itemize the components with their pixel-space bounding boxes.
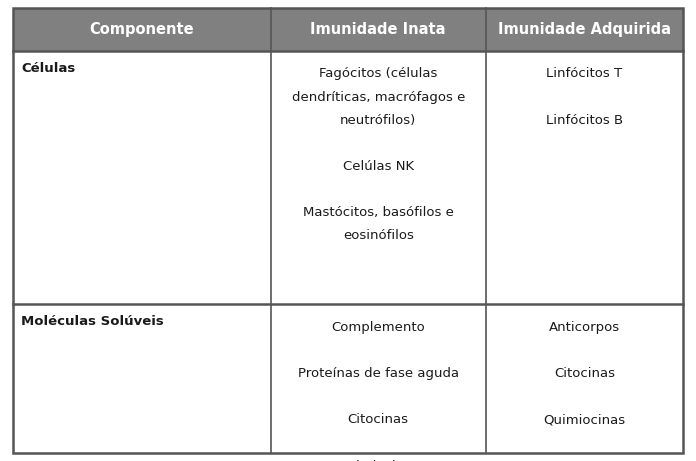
Text: Imunidade Inata: Imunidade Inata [310,22,446,37]
Text: neutrófilos): neutrófilos) [340,113,416,127]
Text: Complemento: Complemento [331,321,425,334]
Text: Fagócitos (células: Fagócitos (células [319,67,437,80]
Text: Moléculas Solúveis: Moléculas Solúveis [21,315,164,328]
Text: Quimiocinas: Quimiocinas [544,413,626,426]
Text: Linfócitos T: Linfócitos T [546,67,622,80]
Text: Proteínas de fase aguda: Proteínas de fase aguda [298,367,459,380]
Text: Mastócitos, basófilos e: Mastócitos, basófilos e [303,206,454,219]
Text: Componente: Componente [89,22,194,37]
Bar [13,8,683,51]
Text: eosinófilos: eosinófilos [342,229,413,242]
Text: Quimiocinas: Quimiocinas [337,459,419,461]
Text: Células: Células [21,62,75,75]
Text: Imunidade Adquirida: Imunidade Adquirida [498,22,671,37]
Text: Linfócitos B: Linfócitos B [546,113,623,127]
Text: Celúlas NK: Celúlas NK [342,160,413,173]
Text: Citocinas: Citocinas [554,367,615,380]
Text: Anticorpos: Anticorpos [549,321,620,334]
Text: dendríticas, macrófagos e: dendríticas, macrófagos e [292,90,465,104]
Text: Citocinas: Citocinas [348,413,409,426]
